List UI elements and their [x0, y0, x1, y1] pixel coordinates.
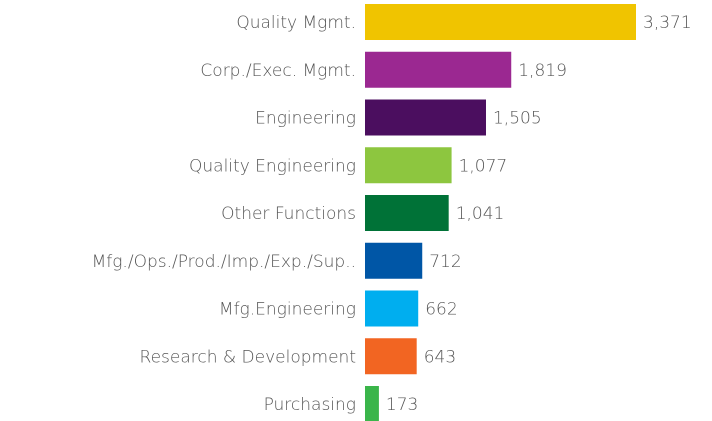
category-label: Research & Development: [140, 347, 356, 367]
bar: [365, 386, 379, 421]
bar: [365, 338, 417, 375]
category-label: Corp./Exec. Mgmt.: [200, 61, 356, 81]
value-label: 1,041: [456, 204, 505, 224]
bar: [365, 99, 486, 136]
value-label: 1,505: [493, 109, 542, 129]
bar: [365, 290, 419, 327]
bar: [365, 51, 512, 88]
value-label: 662: [425, 300, 457, 320]
category-label: Mfg./Ops./Prod./Imp./Exp./Sup..: [92, 252, 356, 272]
bar: [365, 4, 636, 40]
category-label: Other Functions: [221, 204, 356, 224]
value-label: 643: [424, 347, 456, 367]
category-label: Quality Engineering: [189, 156, 356, 176]
category-label: Purchasing: [264, 395, 356, 415]
category-label: Mfg.Engineering: [219, 300, 356, 320]
value-label: 173: [386, 395, 418, 415]
value-label: 1,819: [518, 61, 567, 81]
bar: [365, 242, 423, 279]
bar: [365, 195, 449, 231]
value-label: 1,077: [459, 156, 508, 176]
value-label: 3,371: [643, 13, 692, 33]
category-label: Quality Mgmt.: [236, 13, 356, 33]
bar: [365, 147, 452, 184]
value-label: 712: [429, 252, 461, 272]
category-label: Engineering: [255, 109, 356, 129]
